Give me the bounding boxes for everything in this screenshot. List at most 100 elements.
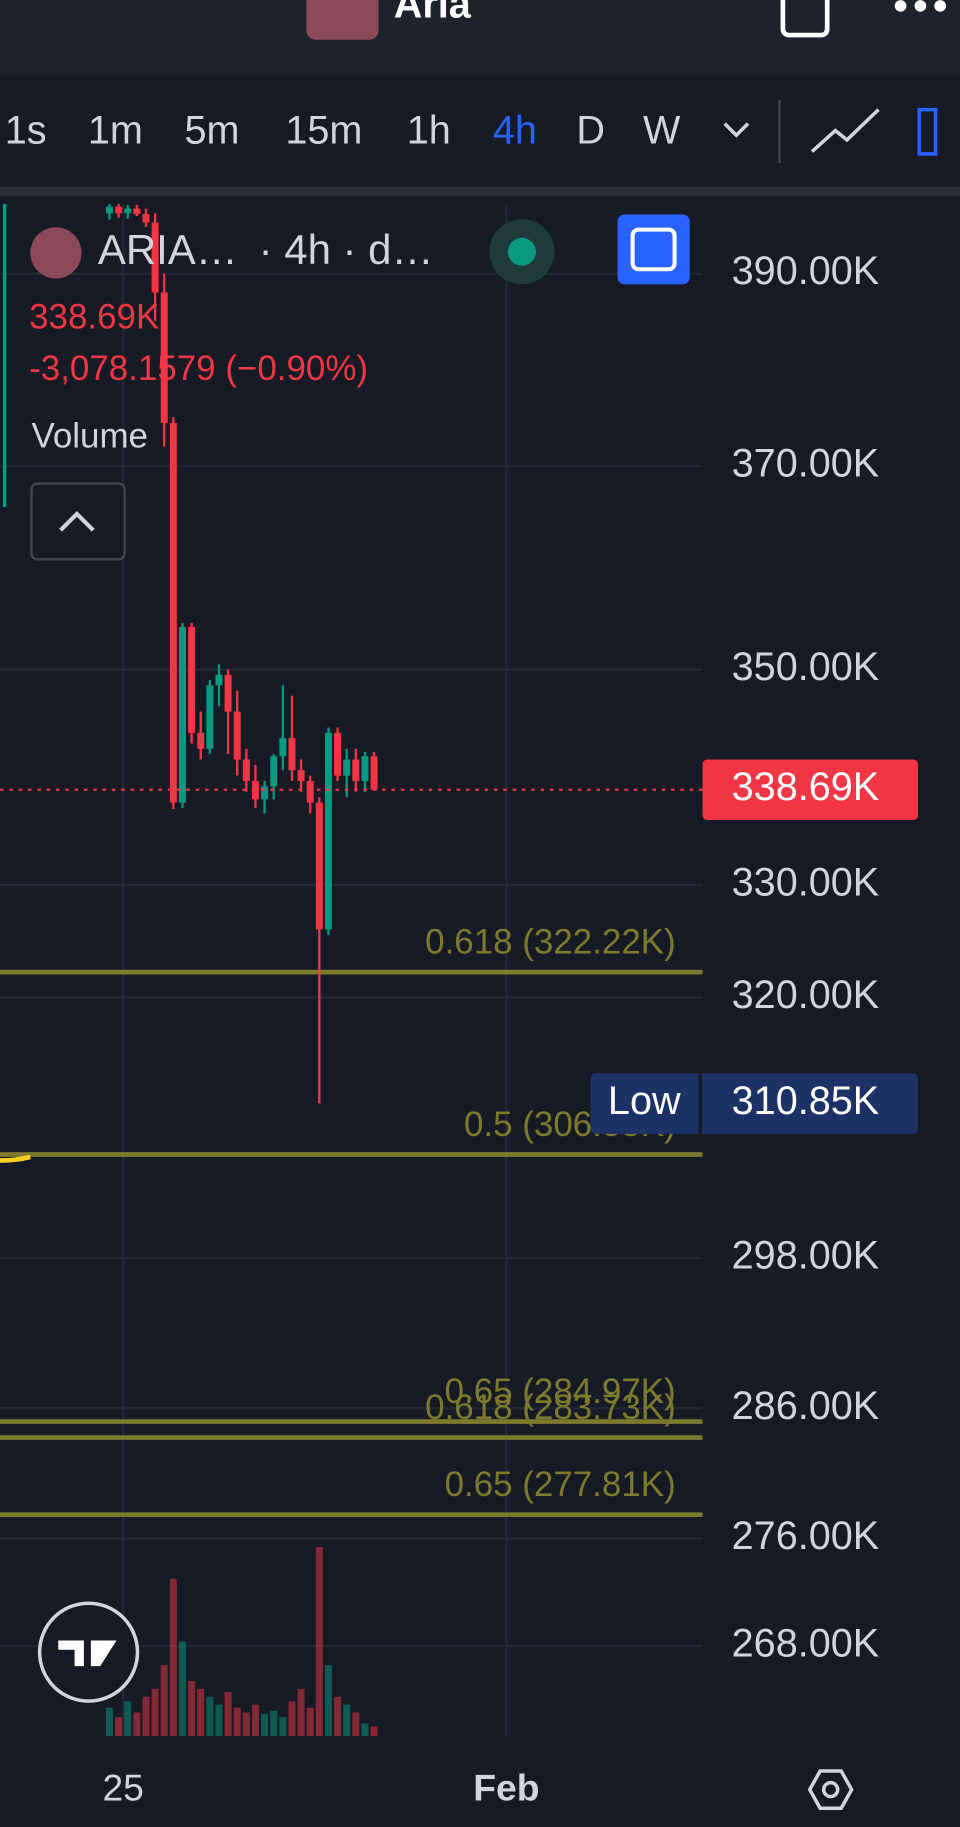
volume-bar: [151, 1688, 159, 1737]
volume-bar: [124, 1701, 132, 1737]
candle-body: [361, 756, 369, 782]
share-button[interactable]: [780, 0, 830, 38]
candle-body: [288, 738, 296, 771]
timeframe[interactable]: 5m: [185, 108, 240, 152]
symbol-avatar: [30, 227, 82, 279]
timeframe[interactable]: 1h: [407, 108, 451, 152]
volume-bar: [160, 1665, 168, 1737]
candle-body: [297, 770, 305, 782]
collapse-button[interactable]: [30, 482, 126, 561]
volume-bar: [270, 1710, 278, 1737]
volume-bar: [352, 1712, 360, 1737]
volume-bar: [370, 1726, 378, 1737]
candle-body: [115, 206, 123, 214]
fib-label: 0.618 (322.22K): [425, 922, 676, 961]
y-tick-label: 370.00K: [732, 442, 880, 486]
candle-body: [343, 759, 351, 776]
last-price-badge: [702, 759, 919, 821]
volume-bar: [261, 1714, 269, 1737]
volume-bar: [206, 1696, 214, 1737]
volume-bar: [334, 1696, 342, 1737]
candle-body: [315, 802, 323, 930]
collapse-icon: [59, 511, 95, 532]
candle-body: [133, 208, 141, 215]
candle-body: [279, 738, 287, 757]
price-change: -3,078.1579 (−0.90%): [29, 349, 368, 388]
plot-area: 390.00K 370.00K 350.00K 330.00K 320.00K 298.0…: [0, 203, 919, 1737]
volume-bar: [279, 1717, 287, 1737]
interval: · 4h · d…: [259, 226, 434, 273]
candle-body: [151, 222, 159, 293]
symbol[interactable]: ARIA…: [98, 226, 238, 273]
y-tick-label: 268.00K: [732, 1622, 880, 1666]
timeframe[interactable]: D: [576, 108, 605, 152]
timeframe[interactable]: 4h: [493, 108, 537, 152]
volume-bar: [133, 1712, 141, 1737]
chart-type-button[interactable]: [810, 108, 880, 153]
candle-body: [206, 685, 214, 749]
avatar[interactable]: [306, 0, 379, 40]
candle-body: [306, 781, 314, 803]
more-button[interactable]: [894, 0, 947, 12]
candle-body: [178, 626, 186, 803]
volume-bar: [142, 1696, 150, 1737]
candle-body: [324, 732, 332, 930]
volume-bar: [315, 1547, 323, 1737]
y-tick-label: 276.00K: [732, 1514, 880, 1558]
low-text: Low: [608, 1079, 681, 1123]
volume-bar: [105, 1707, 113, 1737]
volume-bar: [197, 1688, 205, 1737]
candle-body: [197, 732, 205, 749]
x-tick-label: 25: [102, 1767, 143, 1809]
y-tick-label: 350.00K: [732, 645, 880, 689]
candle-body: [242, 759, 250, 782]
candle-body: [352, 759, 360, 782]
volume-bar: [115, 1717, 123, 1737]
drawing: [0, 1154, 31, 1163]
volume-bar: [306, 1707, 314, 1737]
volume-bar: [343, 1704, 351, 1737]
candle-type-button[interactable]: [917, 107, 938, 156]
volume-bar: [361, 1723, 369, 1737]
more-timeframes[interactable]: [723, 122, 750, 138]
timeframe[interactable]: 15m: [285, 108, 362, 152]
timeframe-bar: 1s 1m 5m 15m 1h 4h D W: [5, 108, 681, 152]
candle-body: [124, 208, 132, 214]
candle-body: [215, 674, 223, 686]
y-tick-label: 390.00K: [732, 249, 880, 293]
candle-body: [261, 786, 269, 800]
fullscreen-button[interactable]: [617, 214, 690, 285]
timeframe[interactable]: 1s: [5, 108, 47, 152]
timeframe[interactable]: 1m: [88, 108, 143, 152]
fib-label: 0.65 (284.97K): [445, 1372, 676, 1411]
volume-bar: [233, 1707, 241, 1737]
tv-logo[interactable]: [37, 1601, 140, 1703]
x-axis: 25 Feb: [0, 1736, 960, 1827]
candle-body: [142, 214, 150, 223]
volume-bar: [297, 1688, 305, 1737]
x-axis-bg: [0, 1736, 960, 1827]
volume-bar: [251, 1704, 259, 1737]
candle-body: [105, 206, 113, 214]
volume-bar: [224, 1691, 232, 1737]
settings-button[interactable]: [807, 1769, 854, 1811]
volume-label: Volume: [31, 416, 148, 455]
volume-bar: [215, 1704, 223, 1737]
fullscreen-icon: [630, 227, 677, 272]
candle-body: [251, 781, 259, 800]
candle-body: [224, 674, 232, 712]
low-badge: [590, 1073, 919, 1134]
candle-body: [334, 732, 342, 776]
fib-label: 0.618 (283.73K): [425, 1388, 676, 1427]
candle-body: [188, 626, 196, 733]
volume-bar: [188, 1680, 196, 1737]
y-tick-label: 330.00K: [732, 860, 880, 904]
tv-logo-mark: [58, 1640, 117, 1667]
timeframe[interactable]: W: [643, 108, 681, 152]
volume-bar: [288, 1701, 296, 1737]
toolbar-divider: [0, 186, 960, 196]
page-title: Aria: [394, 0, 472, 27]
y-tick-label: 320.00K: [732, 973, 880, 1017]
x-tick-label: Feb: [473, 1767, 539, 1809]
